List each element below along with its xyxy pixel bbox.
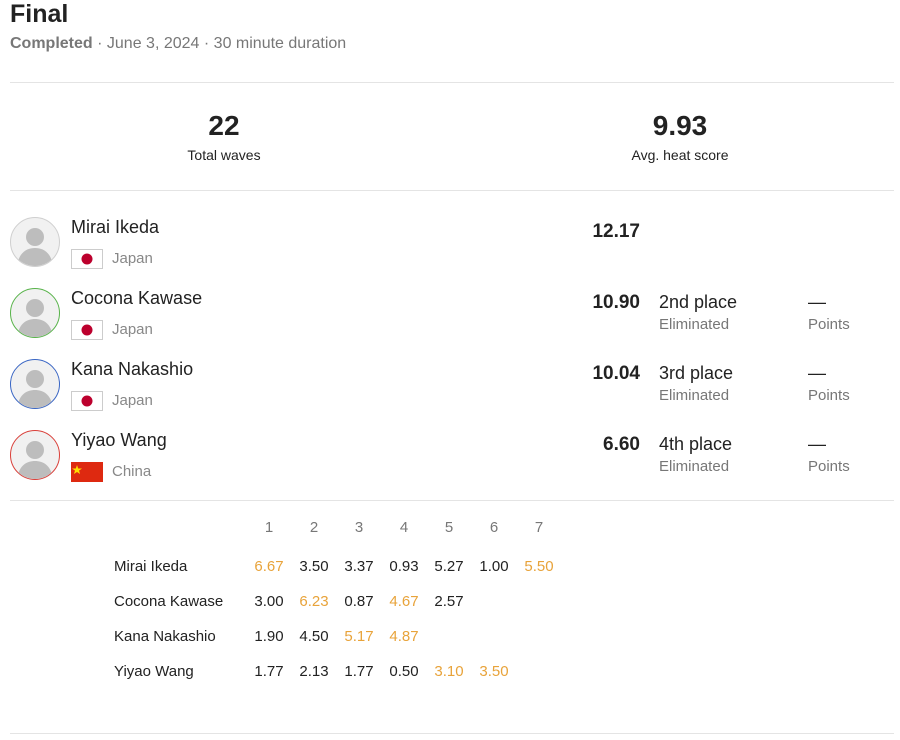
athlete-name: Cocona Kawase — [114, 593, 224, 610]
stat-label: Total waves — [187, 147, 261, 163]
place: 4th place — [659, 434, 733, 454]
athlete-name: Yiyao Wang — [71, 430, 167, 450]
flag — [71, 320, 103, 340]
athlete-name: Mirai Ikeda — [114, 558, 188, 575]
country: China — [112, 463, 152, 480]
heat-score: 10.90 — [592, 292, 640, 313]
date: June 3, 2024 — [106, 35, 200, 52]
avatar — [10, 359, 60, 409]
points-label: Points — [808, 458, 850, 475]
wave-number: 2 — [309, 519, 319, 536]
wave-number: 4 — [399, 519, 409, 536]
athlete-name: Kana Nakashio — [71, 359, 194, 379]
divider — [10, 733, 894, 734]
wave-score: 6.67 — [254, 558, 284, 575]
divider — [10, 500, 894, 501]
wave-score: 3.10 — [434, 663, 464, 680]
status: Completed — [10, 35, 93, 52]
points-label: Points — [808, 316, 850, 333]
wave-score: 3.00 — [254, 593, 284, 610]
wave-number: 3 — [354, 519, 364, 536]
wave-score: 2.57 — [434, 593, 464, 610]
separator: · — [203, 35, 210, 52]
country: Japan — [112, 250, 153, 267]
wave-number: 5 — [444, 519, 454, 536]
stat-value: 9.93 — [652, 110, 708, 141]
athlete-name: Kana Nakashio — [114, 628, 216, 645]
points: — — [808, 292, 826, 312]
wave-score: 4.67 — [389, 593, 419, 610]
avatar — [10, 430, 60, 480]
wave-score: 0.93 — [389, 558, 419, 575]
status: Eliminated — [659, 387, 730, 404]
athlete-name: Yiyao Wang — [114, 663, 194, 680]
wave-number: 6 — [489, 519, 499, 536]
duration: 30 minute duration — [213, 35, 347, 52]
wave-score: 4.50 — [299, 628, 329, 645]
wave-score: 0.87 — [344, 593, 374, 610]
wave-score: 4.87 — [389, 628, 419, 645]
country: Japan — [112, 392, 153, 409]
place: 3rd place — [659, 363, 734, 383]
wave-score: 3.50 — [479, 663, 509, 680]
wave-score: 3.37 — [344, 558, 374, 575]
avatar — [10, 217, 60, 267]
divider — [10, 82, 894, 83]
wave-score: 5.50 — [524, 558, 554, 575]
athlete-name: Cocona Kawase — [71, 288, 203, 308]
wave-number: 7 — [534, 519, 544, 536]
subtitle: Completed · June 3, 2024 · 30 minute dur… — [10, 35, 346, 53]
points: — — [808, 434, 826, 454]
wave-score: 0.50 — [389, 663, 419, 680]
wave-score: 2.13 — [299, 663, 329, 680]
flag — [71, 462, 103, 482]
country: Japan — [112, 321, 153, 338]
status: Eliminated — [659, 316, 730, 333]
heat-score: 6.60 — [603, 434, 640, 455]
heat-score: 12.17 — [592, 221, 640, 242]
points: — — [808, 363, 826, 383]
wave-score: 5.17 — [344, 628, 374, 645]
points-label: Points — [808, 387, 850, 404]
separator: · — [97, 35, 103, 52]
wave-score: 1.77 — [254, 663, 284, 680]
wave-number: 1 — [264, 519, 274, 536]
place: 2nd place — [659, 292, 738, 312]
wave-score: 5.27 — [434, 558, 464, 575]
heat-score: 10.04 — [592, 363, 640, 384]
athlete-name: Mirai Ikeda — [71, 217, 160, 237]
wave-score: 3.50 — [299, 558, 329, 575]
flag — [71, 391, 103, 411]
flag — [71, 249, 103, 269]
title: Final — [10, 0, 69, 28]
wave-score: 6.23 — [299, 593, 329, 610]
wave-score: 1.77 — [344, 663, 374, 680]
wave-score: 1.90 — [254, 628, 284, 645]
status: Eliminated — [659, 458, 730, 475]
stat-value: 22 — [208, 110, 240, 141]
stat-label: Avg. heat score — [631, 147, 729, 163]
avatar — [10, 288, 60, 338]
wave-score: 1.00 — [479, 558, 509, 575]
divider — [10, 190, 894, 191]
